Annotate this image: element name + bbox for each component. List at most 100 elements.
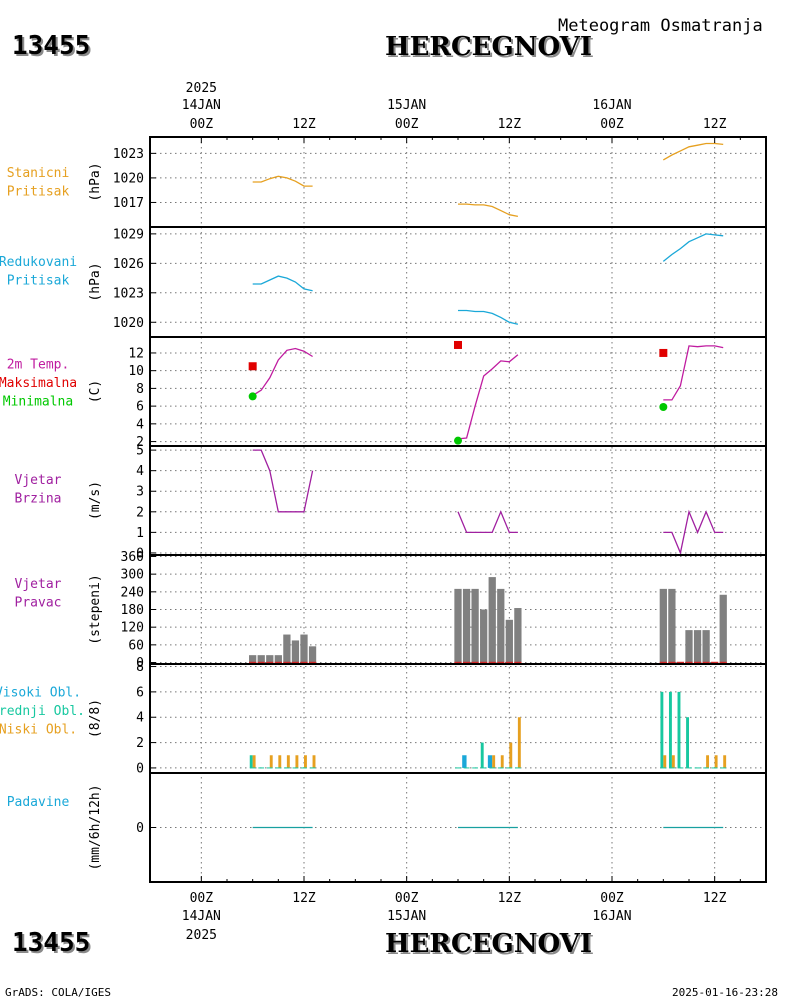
tmax-marker [454,340,462,349]
y-axis-unit: (8/8) [88,699,103,738]
y-tick-label: 2 [136,435,144,450]
year-label-bottom: 2025 [186,928,217,943]
cloud-bar-low [252,755,256,768]
day-label-bottom: 14JAN [182,909,221,924]
station-name: HERCEGNOVI [385,32,592,62]
panel-label-line: Stanicni [7,166,70,181]
panel-precipitation: 0 (mm/6h/12h) Padavine [7,772,767,883]
panel-clouds: 0 2 4 6 8 (8/8) Visoki Obl. Srednji Obl. Niski O… [0,660,767,776]
station-id-shadow: 13455 [14,33,92,63]
wind-direction-bar [685,630,693,663]
y-axis-unit: (C) [88,380,103,403]
cloud-bar-low [295,755,299,768]
panel-label-line: Minimalna [3,395,73,410]
wind-direction-bar [514,608,522,663]
cloud-bar-mid [249,755,253,768]
station-name-bottom: HERCEGNOVI [385,929,592,959]
panel-label-line: Vjetar [15,473,62,488]
y-tick-label: 0 [136,546,144,561]
wind-direction-bar [488,577,496,663]
y-tick-label: 1 [136,526,144,541]
series-line [662,142,724,161]
hour-label-top: 12Z [292,117,316,132]
series-line [252,449,314,513]
series-line [252,175,313,187]
series-line [457,510,518,534]
series-line [457,354,519,440]
y-tick-label: 1029 [113,227,144,242]
y-tick-label: 1023 [113,147,144,162]
cloud-bar-low [304,755,307,768]
day-label-top: 15JAN [387,98,426,113]
meteogram-panels: 101710201023(hPa)StanicniPritisak1020102… [0,136,767,883]
series-line [662,233,724,262]
y-tick-label: 5 [136,444,144,459]
y-axis-unit: (m/s) [88,481,103,520]
hour-label-bottom: 12Z [498,891,522,906]
hour-label-top: 00Z [190,117,214,132]
y-tick-label: 360 [121,550,144,565]
panel-wind-direction: 0 60 120 180 240 300 360 (stepeni) Vjetar Pravac [15,550,767,671]
hour-label-bottom: 00Z [395,891,419,906]
cloud-bar-low [517,717,521,768]
hour-label-top: 12Z [498,117,522,132]
tmin-marker [454,436,462,445]
grads-credit: GrADS: COLA/IGES [5,986,111,999]
tmax-marker [659,348,668,357]
y-axis-unit: (stepeni) [88,574,103,644]
generation-timestamp: 2025-01-16-23:28 [672,986,778,999]
hour-label-bottom: 00Z [190,891,214,906]
series-line [252,275,313,292]
cloud-bar-mid [480,742,484,768]
hour-label-top: 00Z [600,117,624,132]
y-tick-label: 8 [136,660,144,675]
y-tick-label: 12 [128,346,144,361]
cloud-bar-low [312,755,316,768]
y-tick-label: 180 [121,603,144,618]
wind-direction-bar [283,634,291,663]
series-line [663,509,724,556]
wind-direction-bar [454,588,462,663]
cloud-bar-low [286,755,290,768]
wind-direction-bar [291,640,300,663]
panel-label-line: Pravac [15,595,62,610]
cloud-bar-mid [660,691,664,768]
cloud-bar-low [723,755,727,768]
cloud-bar-low [500,755,504,768]
panel-label-line: Redukovani [0,255,77,270]
y-tick-label: 0 [136,761,144,776]
y-tick-label: 4 [136,464,144,479]
y-tick-label: 1023 [113,286,144,301]
time-axis: 2025 14JAN 00Z 12Z 00Z 12Z 14JAN 15JAN 00Z 12Z 00Z… [182,81,767,943]
hour-label-bottom: 12Z [703,891,727,906]
y-tick-label: 4 [136,417,144,432]
cloud-bar-low [671,755,675,768]
panel-label-line: Brzina [15,491,62,506]
cloud-bar-low [706,755,710,768]
cloud-bar-low [663,755,667,768]
y-tick-label: 6 [136,400,144,415]
panel-label-line: Padavine [7,795,70,810]
panel-temperature: 2 4 6 8 10 12 (C) 2m Temp. Maksimalna Minimalna [0,336,767,450]
cloud-bar-low [714,755,718,768]
wind-direction-bar [308,646,317,663]
y-tick-label: 1020 [113,316,144,331]
y-tick-label: 120 [121,621,144,636]
wind-direction-bar [505,619,513,663]
wind-direction-bar [693,630,702,663]
y-tick-label: 60 [128,638,144,653]
y-tick-label: 1017 [113,196,144,211]
panel-reduced-pressure: 1020 1023 1026 1029 (hPa) Redukovani Pritisak [0,226,767,338]
y-tick-label: 6 [136,685,144,700]
panel-label-line: Pritisak [7,184,70,199]
y-axis-unit: (mm/6h/12h) [88,784,103,870]
wind-direction-bar [257,655,265,663]
wind-direction-bar [668,588,676,663]
cloud-bar-low [492,755,496,768]
series-line [252,347,313,397]
tmin-marker [659,403,668,412]
cloud-bar-high [487,755,493,768]
y-tick-label: 2 [136,505,144,520]
cloud-bar-mid [677,691,681,768]
